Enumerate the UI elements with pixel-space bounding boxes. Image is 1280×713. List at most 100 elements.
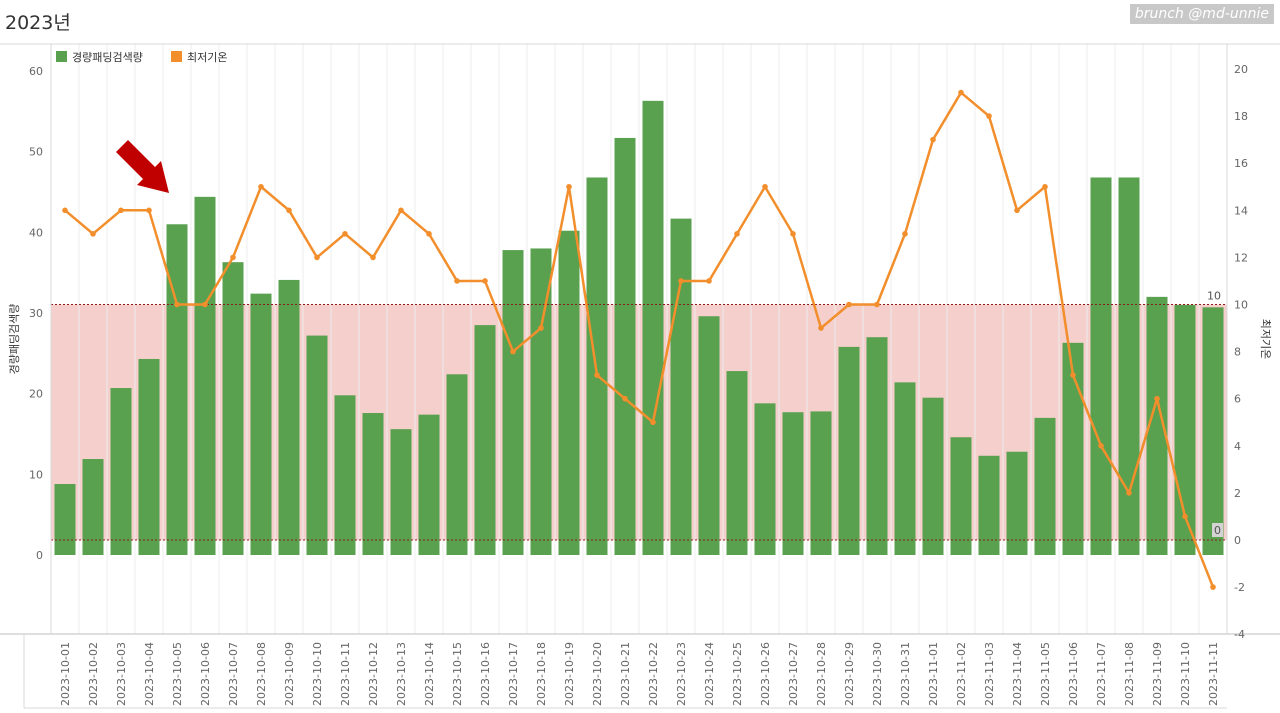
temperature-line (64, 91, 1215, 588)
bar (642, 100, 664, 555)
y-tick-label: 40 (29, 226, 43, 239)
line-point (594, 372, 600, 378)
y2-tick-label: -4 (1234, 628, 1245, 641)
line-point (1154, 395, 1160, 402)
x-tick-label: 2023-10-21 (619, 642, 632, 706)
x-tick-label: 2023-10-23 (675, 642, 688, 706)
x-tick-label: 2023-10-26 (759, 642, 772, 706)
x-tick-label: 2023-11-02 (955, 642, 968, 706)
red-arrow-annotation (116, 140, 169, 193)
bar (306, 335, 328, 555)
x-tick-label: 2023-11-05 (1039, 642, 1052, 706)
y2-tick-label: 14 (1234, 204, 1248, 217)
x-tick-label: 2023-10-10 (311, 642, 324, 706)
bar (838, 346, 860, 555)
line-point (342, 231, 348, 237)
line-point (902, 231, 908, 237)
line-point (706, 278, 712, 284)
bar (418, 414, 440, 555)
y-tick-label: 60 (29, 65, 43, 78)
x-tick-label: 2023-11-11 (1207, 642, 1220, 706)
x-tick-label: 2023-11-04 (1011, 642, 1024, 706)
y2-tick-label: 18 (1234, 110, 1248, 123)
x-tick-label: 2023-10-19 (563, 642, 576, 706)
legend-swatch-bar (56, 51, 67, 62)
y-tick-label: 50 (29, 146, 43, 159)
reference-label-upper: 10 (1207, 290, 1221, 303)
line-point (482, 278, 488, 284)
y2-tick-label: 20 (1234, 63, 1248, 76)
bar (222, 262, 244, 555)
bar (1090, 177, 1112, 556)
x-tick-label: 2023-10-06 (199, 642, 212, 706)
chart-title: 2023년 (5, 12, 71, 34)
line-point (650, 419, 656, 426)
y2-tick-label: 4 (1234, 440, 1241, 453)
x-tick-label: 2023-10-20 (591, 642, 604, 706)
line-point (398, 207, 404, 214)
line-point (1014, 207, 1020, 214)
bar (1146, 296, 1168, 555)
line-point (1210, 584, 1216, 590)
y-tick-label: 20 (29, 388, 43, 401)
x-tick-label: 2023-10-02 (87, 642, 100, 706)
bar (82, 459, 104, 555)
bar (138, 358, 160, 555)
bar (782, 412, 804, 555)
x-tick-label: 2023-10-24 (703, 642, 716, 706)
bar (614, 137, 636, 555)
line-point (874, 301, 880, 308)
bar (586, 177, 608, 556)
bar (362, 413, 384, 555)
x-tick-label: 2023-11-06 (1067, 642, 1080, 706)
x-tick-label: 2023-10-22 (647, 642, 660, 706)
line-point (1070, 372, 1076, 378)
line-point (1098, 443, 1104, 449)
bar (1202, 307, 1224, 555)
line-point (258, 183, 264, 190)
bar (278, 279, 300, 555)
y-tick-label: 0 (36, 549, 43, 562)
legend-swatch-line (171, 51, 182, 62)
x-tick-label: 2023-10-30 (871, 642, 884, 706)
line-point (818, 325, 824, 331)
y2-tick-label: 8 (1234, 346, 1241, 359)
y2-axis-label: 최저기온 (1259, 319, 1272, 359)
bar (502, 250, 524, 555)
x-tick-label: 2023-11-07 (1095, 642, 1108, 706)
bar (698, 316, 720, 555)
legend-label-bar: 경량패딩검색량 (72, 51, 143, 64)
line-point (846, 301, 852, 308)
legend-label-line: 최저기온 (187, 51, 227, 64)
bar (194, 196, 216, 555)
y2-tick-label: 2 (1234, 487, 1241, 500)
line-point (762, 183, 768, 190)
bar (754, 403, 776, 555)
line-point (90, 231, 96, 237)
line-point (734, 231, 740, 237)
bar (810, 411, 832, 555)
x-tick-label: 2023-10-25 (731, 642, 744, 706)
bar (1006, 451, 1028, 555)
x-tick-label: 2023-10-17 (507, 642, 520, 706)
line-point (678, 278, 684, 284)
line-point (426, 231, 432, 237)
x-tick-label: 2023-10-04 (143, 642, 156, 706)
line-point (986, 113, 992, 119)
line-point (1126, 490, 1132, 496)
bar (866, 337, 888, 555)
bar (950, 437, 972, 555)
y-tick-label: 30 (29, 307, 43, 320)
x-tick-label: 2023-10-07 (227, 642, 240, 706)
reference-label-lower: 0 (1214, 524, 1221, 537)
x-tick-label: 2023-10-16 (479, 642, 492, 706)
bar (166, 224, 188, 555)
bar (446, 374, 468, 555)
x-tick-label: 2023-10-29 (843, 642, 856, 706)
x-tick-label: 2023-10-31 (899, 642, 912, 706)
x-tick-label: 2023-11-08 (1123, 642, 1136, 706)
line-point (930, 136, 936, 143)
x-tick-label: 2023-11-09 (1151, 642, 1164, 706)
line-point (1042, 183, 1048, 190)
